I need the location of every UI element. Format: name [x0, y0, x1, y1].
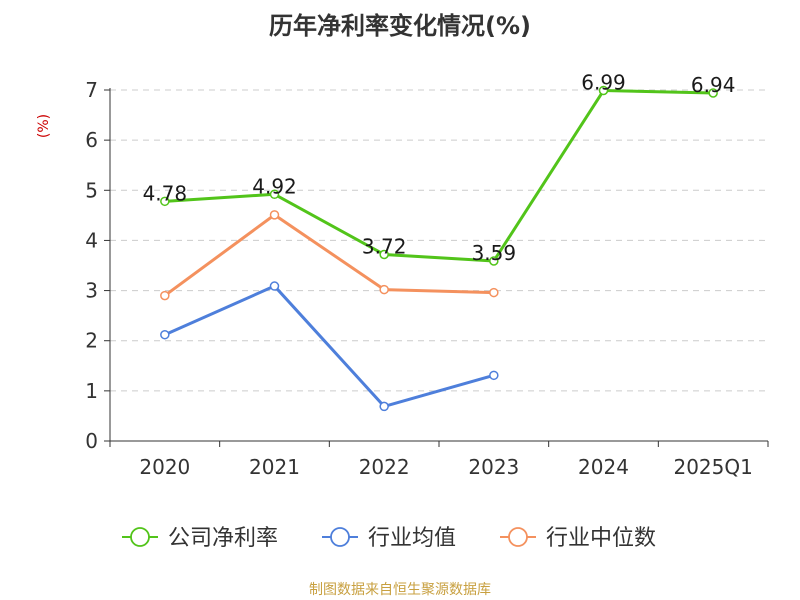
x-tick-label: 2024 — [578, 455, 629, 479]
data-label: 4.78 — [143, 181, 188, 205]
y-tick-label: 4 — [85, 228, 98, 252]
chart-title: 历年净利率变化情况(%) — [269, 12, 531, 40]
x-tick-label: 2021 — [249, 455, 300, 479]
y-tick-label: 1 — [85, 379, 98, 403]
y-tick-label: 5 — [85, 178, 98, 202]
legend-swatch-marker — [130, 527, 150, 547]
y-axis-label: (%) — [36, 114, 52, 138]
y-tick-label: 0 — [85, 429, 98, 453]
data-label: 6.99 — [581, 71, 626, 95]
series-line-2 — [163, 213, 494, 297]
data-point — [160, 329, 170, 340]
x-tick-label: 2020 — [139, 455, 190, 479]
y-tick-label: 2 — [85, 329, 98, 353]
data-point — [269, 281, 280, 291]
y-tick-label: 3 — [85, 279, 98, 303]
legend-label: 行业均值 — [368, 526, 456, 551]
data-point — [379, 249, 389, 260]
x-tick-label: 2025Q1 — [673, 455, 752, 479]
axes: 0 1 2 3 4 5 6 7 2020 2021 2022 2023 2024 2025Q1 — [85, 78, 769, 479]
data-label: 4.92 — [252, 174, 297, 198]
series-line-1 — [164, 284, 495, 408]
footer-source: 制图数据来自恒生聚源数据库 — [309, 582, 491, 598]
data-point — [598, 85, 609, 96]
data-point — [379, 284, 389, 295]
data-point — [489, 256, 499, 266]
legend-label: 行业中位数 — [546, 526, 656, 551]
data-label: 3.72 — [362, 234, 407, 258]
data-point — [269, 210, 280, 220]
data-point — [489, 370, 499, 381]
y-tick-label: 6 — [85, 128, 98, 152]
data-label: 6.94 — [691, 73, 736, 97]
y-tick-label: 7 — [85, 78, 98, 102]
x-tick-label: 2022 — [359, 455, 410, 479]
data-point — [269, 189, 280, 200]
legend-item: 行业均值 — [322, 526, 456, 551]
legend-swatch-marker — [330, 527, 350, 547]
legend-item: 行业中位数 — [500, 526, 656, 551]
x-tick-label: 2023 — [468, 455, 519, 479]
data-point — [379, 401, 389, 412]
legend-swatch-marker — [508, 527, 528, 547]
legend: 公司净利率 行业均值 行业中位数 — [122, 526, 656, 551]
data-label: 3.59 — [472, 241, 517, 265]
grid-lines — [110, 89, 768, 392]
data-point — [160, 290, 170, 301]
legend-label: 公司净利率 — [168, 526, 278, 551]
data-point — [489, 287, 499, 298]
series-line-0 — [164, 89, 714, 263]
series-layer — [160, 85, 718, 412]
legend-item: 公司净利率 — [122, 526, 278, 551]
data-point — [708, 88, 718, 98]
data-point — [160, 196, 170, 207]
data-labels: 4.78 4.92 3.72 3.59 6.99 6.94 — [143, 71, 736, 265]
